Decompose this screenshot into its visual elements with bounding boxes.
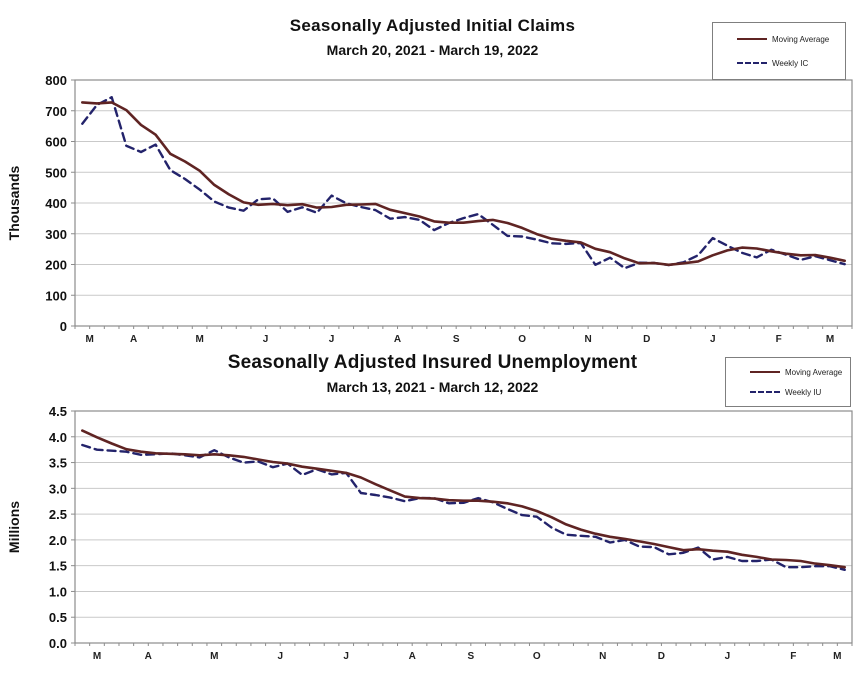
- legend-label: Moving Average: [785, 367, 843, 377]
- moving-average-line-swatch: [737, 38, 767, 40]
- month-label: D: [658, 651, 665, 662]
- y-tick-label: 100: [45, 288, 67, 303]
- legend-label: Weekly IC: [772, 58, 809, 68]
- insured-unemployment-subtitle: March 13, 2021 - March 12, 2022: [326, 379, 539, 395]
- month-label: M: [195, 334, 203, 345]
- y-tick-label: 2.5: [49, 507, 67, 522]
- month-label: M: [826, 334, 834, 345]
- month-label: N: [584, 334, 591, 345]
- weekly-line-swatch: [750, 391, 780, 393]
- y-tick-label: 500: [45, 165, 67, 180]
- y-axis: 0 100 200 300 400 500 600 700 800: [45, 73, 75, 334]
- gridlines: [75, 410, 852, 618]
- y-tick-label: 1.5: [49, 559, 67, 574]
- month-label: N: [599, 651, 606, 662]
- month-label: J: [329, 334, 335, 345]
- month-label: D: [643, 334, 650, 345]
- month-label: F: [790, 651, 796, 662]
- y-tick-label: 0.5: [49, 610, 67, 625]
- weekly-line: [81, 95, 846, 270]
- weekly-line: [81, 443, 846, 572]
- month-label: F: [776, 334, 782, 345]
- legend-item-weekly-ic: Weekly IC: [737, 59, 837, 68]
- y-tick-label: 700: [45, 104, 67, 119]
- month-label: J: [725, 651, 731, 662]
- legend-item-moving-average: Moving Average: [750, 368, 842, 377]
- month-label: O: [533, 651, 541, 662]
- insured-unemployment-title: Seasonally Adjusted Insured Unemployment: [227, 352, 638, 373]
- month-label: A: [145, 651, 152, 662]
- month-label: J: [263, 334, 269, 345]
- month-label: A: [409, 651, 416, 662]
- month-label: A: [130, 334, 137, 345]
- insured-unemployment-legend: Moving Average Weekly IU: [725, 357, 851, 407]
- gridlines: [75, 79, 852, 296]
- month-label: O: [518, 334, 526, 345]
- insured-unemployment-plot: 0.0 0.5 1.0 1.5 2.0 2.5 3.0 3.5 4.0 4.5 M A M J J A S O N D…: [49, 404, 853, 662]
- y-tick-label: 800: [45, 73, 67, 88]
- weekly-line-swatch: [737, 62, 767, 64]
- legend-label: Weekly IU: [785, 387, 822, 397]
- y-tick-label: 4.5: [49, 404, 67, 419]
- y-tick-label: 4.0: [49, 430, 67, 445]
- y-tick-label: 0: [60, 319, 67, 334]
- legend-item-weekly-iu: Weekly IU: [750, 388, 842, 397]
- y-tick-label: 1.0: [49, 584, 67, 599]
- y-tick-label: 400: [45, 196, 67, 211]
- initial-claims-legend: Moving Average Weekly IC: [712, 22, 846, 80]
- y-tick-label: 3.5: [49, 456, 67, 471]
- month-label: J: [710, 334, 716, 345]
- y-tick-label: 0.0: [49, 636, 67, 651]
- y-tick-label: 3.0: [49, 481, 67, 496]
- month-label: S: [467, 651, 474, 662]
- month-label: J: [277, 651, 283, 662]
- y-tick-label: 300: [45, 227, 67, 242]
- month-label: A: [394, 334, 401, 345]
- moving-average-line: [81, 101, 847, 267]
- month-label: M: [210, 651, 218, 662]
- moving-average-line-swatch: [750, 371, 780, 373]
- month-label: J: [343, 651, 349, 662]
- y-tick-label: 200: [45, 258, 67, 273]
- initial-claims-subtitle: March 20, 2021 - March 19, 2022: [326, 42, 539, 58]
- initial-claims-title: Seasonally Adjusted Initial Claims: [289, 16, 576, 35]
- month-label: M: [85, 334, 93, 345]
- month-label: M: [833, 651, 841, 662]
- legend-label: Moving Average: [772, 34, 830, 44]
- plot-frame: [74, 410, 853, 644]
- legend-item-moving-average: Moving Average: [737, 35, 837, 44]
- moving-average-line: [81, 429, 847, 569]
- initial-claims-plot: 0 100 200 300 400 500 600 700 800 M A M J J A S O N D J F M: [45, 73, 853, 345]
- y-tick-label: 2.0: [49, 533, 67, 548]
- y-axis: 0.0 0.5 1.0 1.5 2.0 2.5 3.0 3.5 4.0 4.5: [49, 404, 75, 651]
- plot-border: [74, 410, 853, 644]
- month-label: M: [93, 651, 101, 662]
- month-label: S: [453, 334, 460, 345]
- y-tick-label: 600: [45, 135, 67, 150]
